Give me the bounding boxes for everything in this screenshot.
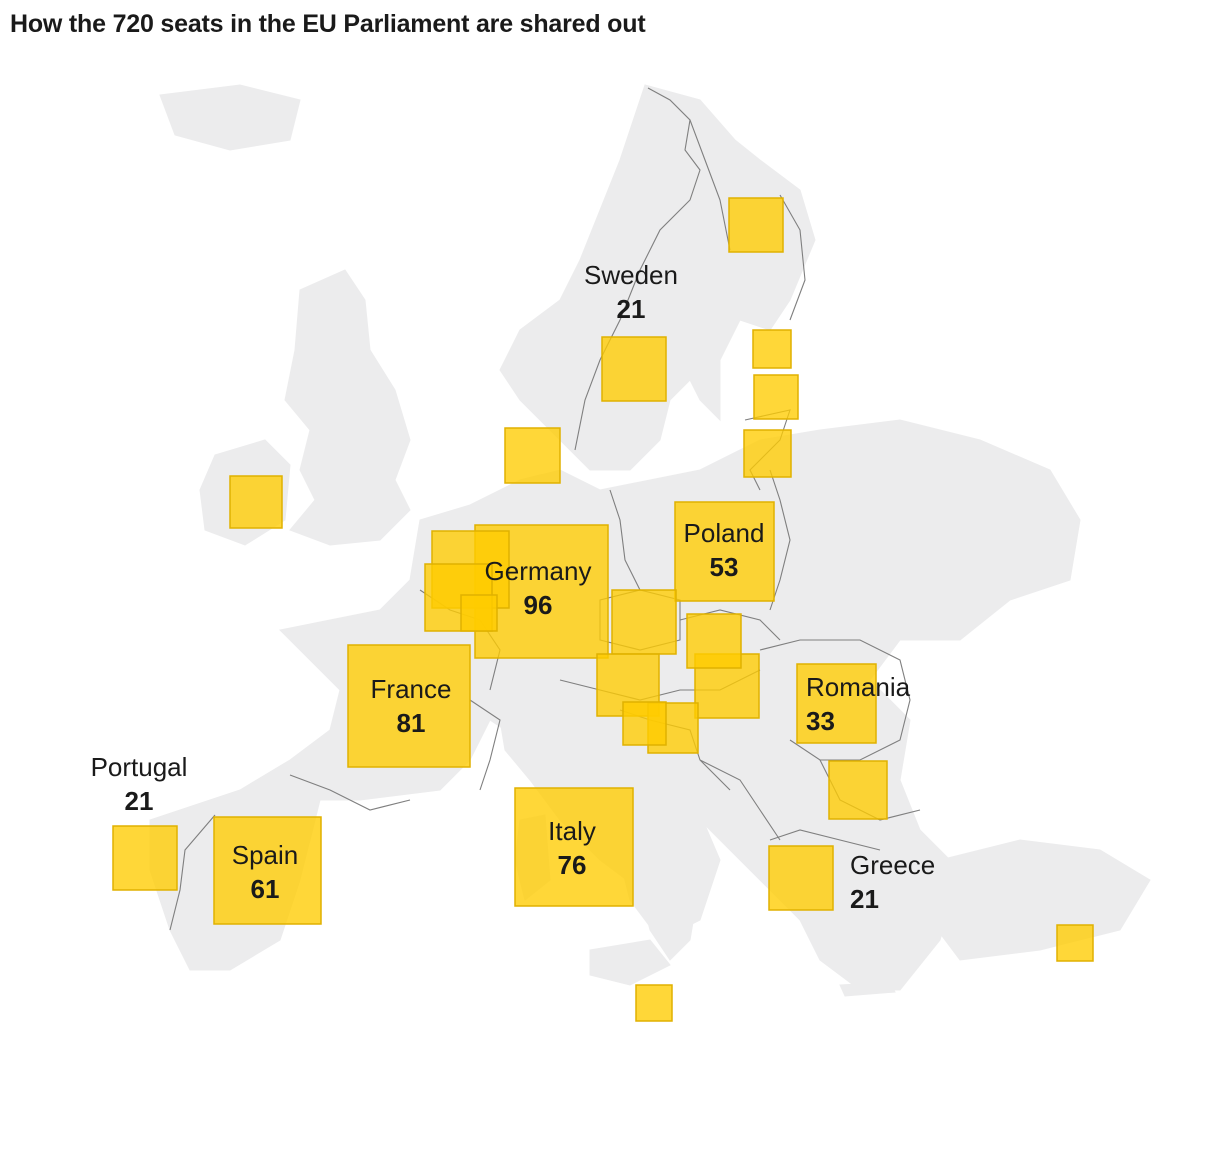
border-sweden-norway [574, 87, 701, 451]
country-name-label-sweden: Sweden [584, 260, 678, 290]
country-seats-label-poland: 53 [710, 552, 739, 582]
border-france-italy [469, 699, 501, 791]
border-spain-portugal [169, 814, 216, 931]
border-finland-russia [779, 194, 806, 321]
country-seats-label-greece: 21 [850, 884, 879, 914]
seat-square-portugal [112, 825, 178, 891]
seat-square-estonia [752, 329, 792, 369]
seat-square-romania [796, 663, 877, 744]
country-seats-label-sweden: 21 [617, 294, 646, 324]
seat-square-sweden [601, 336, 667, 402]
seat-square-latvia [753, 374, 799, 420]
seat-square-luxembourg [460, 594, 498, 632]
country-name-label-spain: Spain [232, 840, 299, 870]
country-name-label-france: France [371, 674, 452, 704]
seat-square-finland [728, 197, 784, 253]
seat-square-malta [635, 984, 673, 1022]
border-sweden-finland [689, 119, 731, 251]
seat-square-denmark [504, 427, 561, 484]
seat-square-cyprus [1056, 924, 1094, 962]
country-name-label-portugal: Portugal [91, 752, 188, 782]
seat-square-france [347, 644, 471, 768]
land-north-atlantic [159, 84, 301, 151]
country-seats-label-spain: 61 [251, 874, 280, 904]
land-great-britain [284, 269, 411, 546]
seat-square-slovakia [686, 613, 742, 669]
border-poland-east [769, 469, 791, 611]
seat-squares [112, 197, 1094, 1022]
seat-square-czechia [611, 589, 677, 655]
land-sicily [589, 939, 671, 986]
country-name-label-germany: Germany [485, 556, 592, 586]
chart-title: How the 720 seats in the EU Parliament a… [10, 10, 646, 38]
country-labels: Germany 96 France 81 Italy 76 Spain 61 Poland 53 R… [91, 260, 936, 914]
country-seats-label-france: 81 [397, 708, 426, 738]
country-name-label-poland: Poland [684, 518, 765, 548]
border-balkans [699, 759, 781, 841]
border-romania [759, 639, 911, 761]
seat-square-ireland [229, 475, 283, 529]
seat-square-lithuania [743, 429, 792, 478]
land-crete [839, 981, 896, 997]
country-seats-label-romania: 33 [806, 706, 835, 736]
seat-square-bulgaria [828, 760, 888, 820]
seat-square-poland [674, 501, 775, 602]
seat-square-spain [213, 816, 322, 925]
land-scandinavia [499, 84, 816, 471]
seat-square-slovenia [622, 701, 667, 746]
country-seats-label-germany: 96 [524, 590, 553, 620]
country-name-label-romania: Romania [806, 672, 911, 702]
country-seats-label-italy: 76 [558, 850, 587, 880]
seat-square-greece [768, 845, 834, 911]
border-germany-poland [609, 489, 641, 591]
country-name-label-italy: Italy [548, 816, 596, 846]
country-name-label-greece: Greece [850, 850, 935, 880]
border-france-spain [289, 774, 411, 811]
border-greece [769, 829, 881, 851]
seat-square-italy [514, 787, 634, 907]
country-seats-label-portugal: 21 [125, 786, 154, 816]
land-turkey [929, 839, 1151, 961]
